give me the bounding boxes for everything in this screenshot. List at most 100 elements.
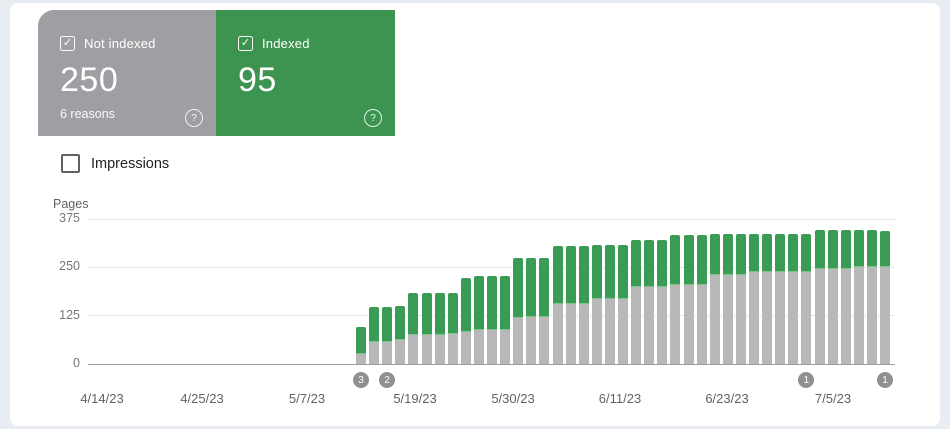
gridline-375 (88, 218, 895, 220)
bar-not-indexed (578, 304, 589, 364)
gridline-250 (88, 266, 895, 268)
bar-indexed (578, 246, 589, 305)
x-tick-label: 7/5/23 (814, 391, 852, 406)
bar-indexed (591, 244, 602, 300)
bar-indexed (421, 292, 432, 335)
bar-indexed (487, 275, 497, 330)
bar-indexed (749, 233, 759, 273)
x-tick-label: 5/30/23 (491, 391, 535, 406)
not-indexed-count: 250 (60, 61, 119, 99)
bar-not-indexed (814, 268, 825, 364)
bar-indexed (604, 244, 615, 300)
not-indexed-card[interactable]: ✓ Not indexed 250 6 reasons ? (38, 10, 216, 136)
bar-not-indexed (526, 316, 537, 364)
bar-not-indexed (487, 329, 497, 364)
not-indexed-reasons: 6 reasons (60, 107, 115, 121)
bar-not-indexed (513, 317, 524, 364)
bar-indexed (408, 292, 419, 336)
bar-indexed (762, 233, 773, 273)
bar-not-indexed (722, 275, 733, 364)
bar-not-indexed (762, 272, 773, 364)
y-tick-label: 0 (73, 356, 80, 370)
bar-indexed (618, 244, 628, 300)
bar-not-indexed (775, 272, 786, 364)
issue-marker-3[interactable]: 3 (353, 372, 369, 388)
bar-indexed (840, 230, 851, 269)
bar-indexed (788, 233, 799, 273)
help-icon[interactable]: ? (364, 109, 382, 127)
bar-indexed (526, 257, 537, 317)
bar-indexed (447, 292, 458, 334)
bar-not-indexed (473, 329, 484, 364)
bar-not-indexed (356, 354, 366, 364)
x-tick-label: 6/23/23 (705, 391, 749, 406)
bar-not-indexed (500, 329, 511, 364)
y-tick-label: 375 (59, 211, 80, 225)
bar-indexed (853, 229, 864, 268)
bar-not-indexed (447, 333, 458, 364)
bar-indexed (644, 240, 655, 287)
bar-not-indexed (696, 285, 707, 364)
bar-not-indexed (670, 285, 681, 364)
bar-not-indexed (591, 299, 602, 364)
bar-indexed (657, 240, 668, 287)
bar-not-indexed (840, 268, 851, 364)
bar-indexed (473, 275, 484, 330)
bar-indexed (709, 234, 720, 276)
bar-indexed (382, 307, 393, 342)
bar-indexed (814, 230, 825, 269)
x-tick-label: 5/19/23 (393, 391, 437, 406)
indexed-count: 95 (238, 61, 277, 99)
bar-not-indexed (749, 272, 759, 364)
bar-not-indexed (434, 334, 445, 364)
bar-not-indexed (631, 286, 642, 364)
not-indexed-label: Not indexed (84, 36, 156, 51)
issue-marker-2[interactable]: 2 (379, 372, 396, 388)
bar-not-indexed (657, 286, 668, 364)
bar-not-indexed (880, 267, 890, 364)
bar-indexed (356, 327, 366, 355)
bar-indexed (395, 306, 406, 341)
bar-indexed (513, 258, 524, 318)
y-tick-label: 250 (59, 259, 80, 274)
indexed-label: Indexed (262, 36, 310, 51)
checked-checkbox-icon[interactable]: ✓ (238, 36, 253, 51)
bar-indexed (722, 234, 733, 276)
bar-indexed (670, 234, 681, 286)
bar-indexed (539, 258, 550, 317)
y-axis-title: Pages (53, 197, 89, 211)
bar-not-indexed (853, 267, 864, 364)
bar-indexed (460, 277, 471, 332)
x-tick-label: 6/11/23 (598, 391, 642, 406)
issue-marker-1[interactable]: 1 (877, 372, 893, 388)
indexed-card-header: ✓ Indexed (238, 36, 379, 51)
bar-not-indexed (408, 335, 419, 364)
bar-not-indexed (788, 272, 799, 364)
bar-not-indexed (565, 304, 576, 364)
bar-not-indexed (683, 285, 694, 364)
impressions-toggle[interactable]: Impressions (61, 154, 169, 173)
not-indexed-card-header: ✓ Not indexed (60, 36, 200, 51)
bar-indexed (880, 230, 890, 268)
unchecked-checkbox-icon[interactable] (61, 154, 80, 173)
indexed-card[interactable]: ✓ Indexed 95 ? (216, 10, 395, 136)
x-tick-label: 5/7/23 (288, 391, 326, 406)
bar-not-indexed (827, 268, 838, 364)
bar-not-indexed (395, 340, 406, 364)
impressions-label: Impressions (91, 155, 170, 172)
bar-indexed (552, 245, 563, 305)
bar-indexed (866, 229, 877, 268)
bar-not-indexed (735, 275, 746, 364)
bar-indexed (696, 234, 707, 286)
bar-not-indexed (552, 304, 563, 364)
bar-not-indexed (644, 286, 655, 364)
bar-not-indexed (604, 299, 615, 364)
help-icon[interactable]: ? (185, 109, 203, 127)
bar-not-indexed (539, 316, 550, 364)
issue-marker-1[interactable]: 1 (798, 372, 815, 388)
bar-not-indexed (369, 341, 380, 364)
bar-indexed (565, 246, 576, 305)
gridline-0 (88, 363, 895, 365)
x-tick-label: 4/14/23 (80, 391, 124, 406)
checked-checkbox-icon[interactable]: ✓ (60, 36, 75, 51)
